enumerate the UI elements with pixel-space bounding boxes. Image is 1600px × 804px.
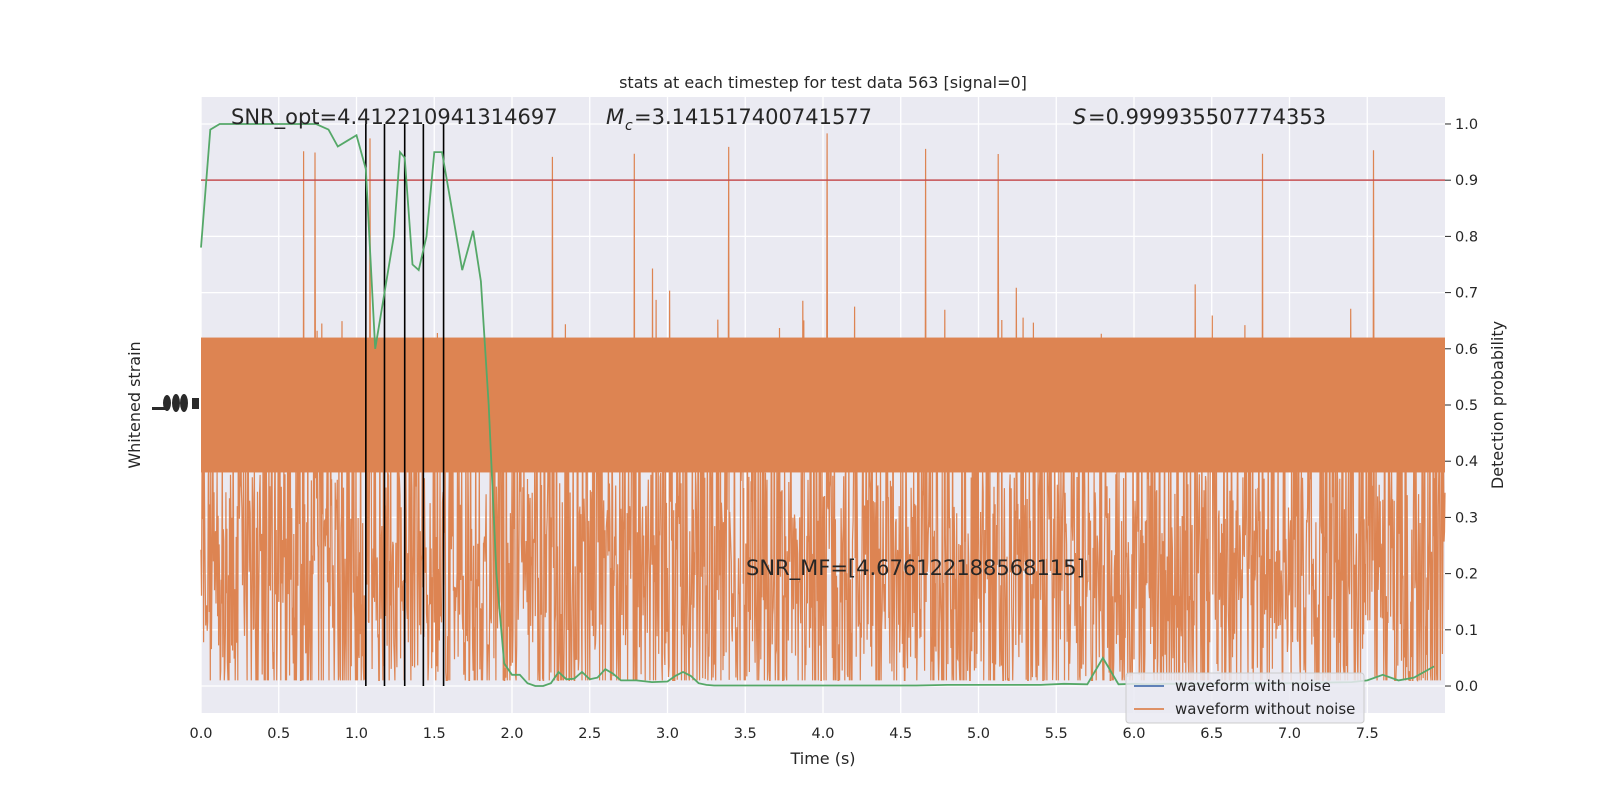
right-tick-label: 0.6	[1455, 342, 1478, 358]
mc-subscript: c	[625, 118, 633, 134]
x-tick-label: 7.0	[1278, 726, 1301, 742]
x-tick-label: 6.0	[1122, 726, 1145, 742]
right-tick-label: 1.0	[1455, 117, 1478, 133]
s-symbol: S	[1073, 105, 1086, 129]
snr-mf-annotation: SNR_MF=[4.676122188568115]	[746, 556, 1085, 581]
left-axis-tick-cluster	[152, 394, 199, 412]
legend-label-with-noise: waveform with noise	[1175, 677, 1331, 695]
mc-annotation: M c =3.141517400741577	[606, 105, 872, 134]
x-tick-label: 0.0	[189, 726, 212, 742]
legend-label-without-noise: waveform without noise	[1175, 700, 1355, 718]
x-tick-label: 2.5	[578, 726, 601, 742]
s-value: =0.999935507774353	[1088, 105, 1326, 129]
right-axis-label: Detection probability	[1488, 321, 1507, 489]
x-tick-label: 1.5	[423, 726, 446, 742]
x-tick-label: 2.0	[500, 726, 523, 742]
vertical-markers	[365, 123, 445, 687]
x-tick-label: 3.0	[656, 726, 679, 742]
legend: waveform with noise waveform without noi…	[1125, 672, 1365, 724]
detection-probability-line	[200, 123, 1435, 687]
x-axis-ticks: 0.0 0.5 1.0 1.5 2.0 2.5 3.0 3.5 4.0 4.5 5.0 5.5 6.0 6…	[189, 726, 1378, 742]
right-tick-label: 0.2	[1455, 567, 1478, 583]
chart-title: stats at each timestep for test data 563…	[619, 73, 1027, 92]
right-tick-label: 0.0	[1455, 679, 1478, 695]
x-tick-label: 6.5	[1200, 726, 1223, 742]
right-tick-label: 0.8	[1455, 229, 1478, 245]
right-tick-label: 0.3	[1455, 510, 1478, 526]
right-tick-label: 0.7	[1455, 286, 1478, 302]
x-tick-label: 3.5	[734, 726, 757, 742]
x-tick-label: 5.5	[1045, 726, 1068, 742]
x-tick-label: 5.0	[967, 726, 990, 742]
waveform-core-band	[201, 337, 1445, 473]
mc-symbol: M	[606, 105, 624, 129]
right-axis-ticks: 0.0 0.1 0.2 0.3 0.4 0.5 0.6 0.7 0.8 0.9 1.0	[1445, 117, 1478, 695]
x-tick-label: 7.5	[1356, 726, 1379, 742]
x-tick-label: 1.0	[345, 726, 368, 742]
snr-opt-annotation: SNR_opt=4.412210941314697	[231, 105, 558, 130]
waveform-without-noise-series	[200, 133, 1446, 682]
s-annotation: S =0.999935507774353	[1073, 105, 1326, 129]
x-tick-label: 0.5	[267, 726, 290, 742]
right-tick-label: 0.9	[1455, 173, 1478, 189]
mc-value: =3.141517400741577	[634, 105, 872, 129]
right-tick-label: 0.1	[1455, 623, 1478, 639]
x-tick-label: 4.5	[889, 726, 912, 742]
legend-box	[1125, 672, 1365, 724]
x-tick-label: 4.0	[811, 726, 834, 742]
left-axis-label: Whitened strain	[125, 341, 144, 468]
x-axis-label: Time (s)	[789, 749, 855, 768]
detection-probability-series	[200, 123, 1435, 687]
right-tick-label: 0.4	[1455, 454, 1478, 470]
right-tick-label: 0.5	[1455, 398, 1478, 414]
